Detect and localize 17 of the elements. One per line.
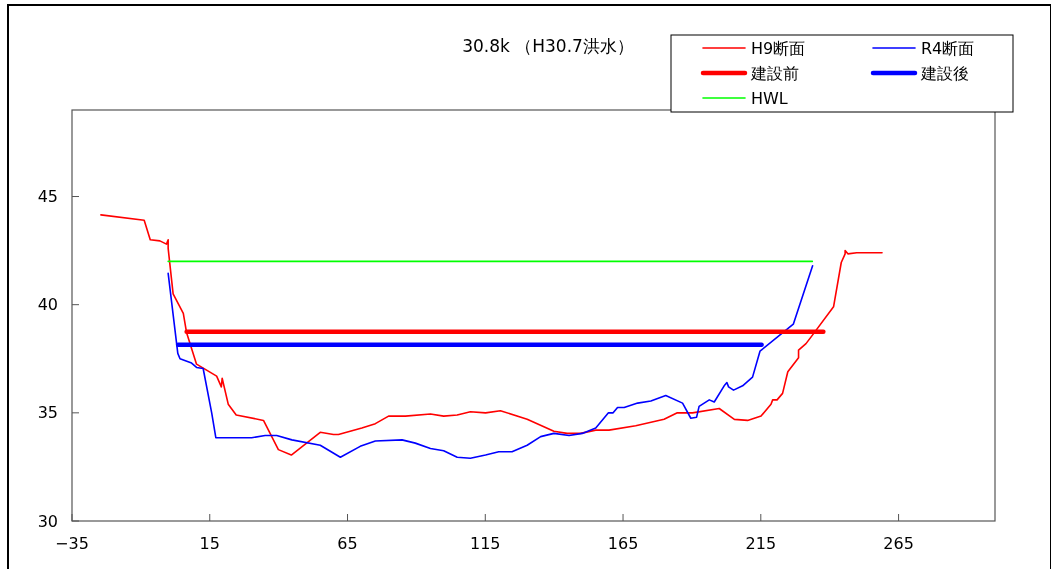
- legend-label: 建設前: [750, 63, 799, 83]
- legend-label: 建設後: [920, 63, 969, 83]
- y-tick-label: 35: [37, 403, 58, 423]
- y-tick-label: 45: [37, 187, 58, 207]
- x-tick-label: 215: [745, 534, 777, 553]
- legend-label: R4断面: [921, 38, 975, 58]
- x-tick-label: 115: [470, 534, 501, 553]
- legend-label: H9断面: [751, 38, 806, 58]
- y-tick-label: 30: [37, 511, 58, 531]
- x-tick-label: 15: [199, 534, 220, 553]
- x-tick-label: 165: [607, 534, 639, 553]
- y-tick-label: 40: [37, 295, 58, 315]
- chart-title: 30.8k （H30.7洪水）: [462, 36, 634, 56]
- x-tick-label: 265: [883, 534, 914, 553]
- legend-label: HWL: [751, 88, 788, 108]
- x-tick-label: −35: [55, 534, 89, 553]
- x-tick-label: 65: [337, 534, 358, 553]
